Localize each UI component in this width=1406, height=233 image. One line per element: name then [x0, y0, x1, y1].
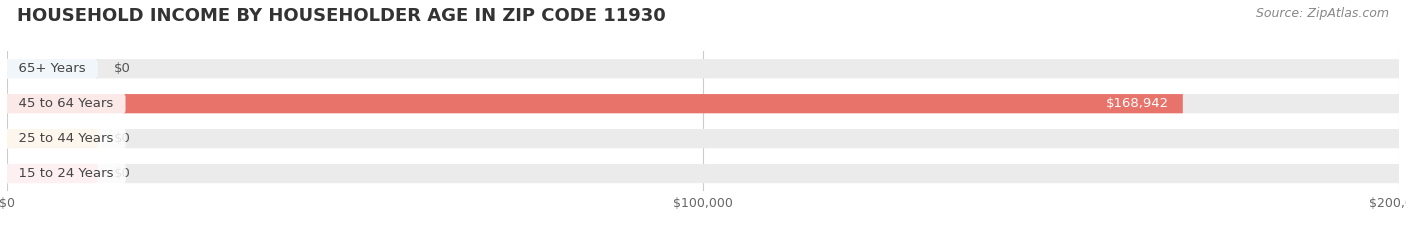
- Text: Source: ZipAtlas.com: Source: ZipAtlas.com: [1256, 7, 1389, 20]
- FancyBboxPatch shape: [7, 164, 97, 183]
- Text: $168,942: $168,942: [1105, 97, 1168, 110]
- FancyBboxPatch shape: [7, 164, 1399, 183]
- Text: $0: $0: [114, 167, 131, 180]
- Text: 45 to 64 Years: 45 to 64 Years: [10, 97, 121, 110]
- FancyBboxPatch shape: [7, 59, 1399, 78]
- FancyBboxPatch shape: [7, 59, 97, 78]
- Text: $0: $0: [114, 62, 131, 75]
- FancyBboxPatch shape: [7, 94, 1182, 113]
- FancyBboxPatch shape: [7, 94, 1399, 113]
- FancyBboxPatch shape: [7, 129, 97, 148]
- Text: 15 to 24 Years: 15 to 24 Years: [10, 167, 122, 180]
- Text: 25 to 44 Years: 25 to 44 Years: [10, 132, 122, 145]
- FancyBboxPatch shape: [7, 129, 1399, 148]
- Text: HOUSEHOLD INCOME BY HOUSEHOLDER AGE IN ZIP CODE 11930: HOUSEHOLD INCOME BY HOUSEHOLDER AGE IN Z…: [17, 7, 665, 25]
- Text: 65+ Years: 65+ Years: [10, 62, 94, 75]
- Text: $0: $0: [114, 132, 131, 145]
